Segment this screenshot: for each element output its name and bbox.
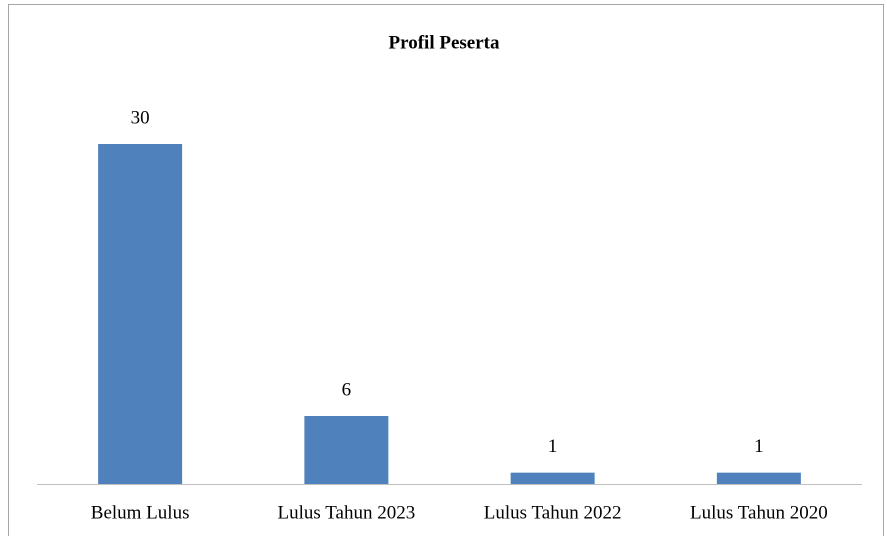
x-tick-label: Belum Lulus — [91, 502, 190, 523]
x-tick-label: Lulus Tahun 2020 — [690, 502, 828, 523]
bar — [716, 472, 801, 484]
data-label: 1 — [754, 436, 764, 457]
bar — [304, 416, 389, 484]
bar — [98, 144, 183, 484]
data-label: 6 — [342, 379, 352, 400]
x-tick-label: Lulus Tahun 2022 — [484, 502, 622, 523]
data-label: 1 — [548, 436, 558, 457]
bar — [510, 472, 595, 484]
x-tick-label: Lulus Tahun 2023 — [278, 502, 416, 523]
data-label: 30 — [131, 107, 150, 128]
chart-title: Profil Peserta — [389, 32, 500, 53]
